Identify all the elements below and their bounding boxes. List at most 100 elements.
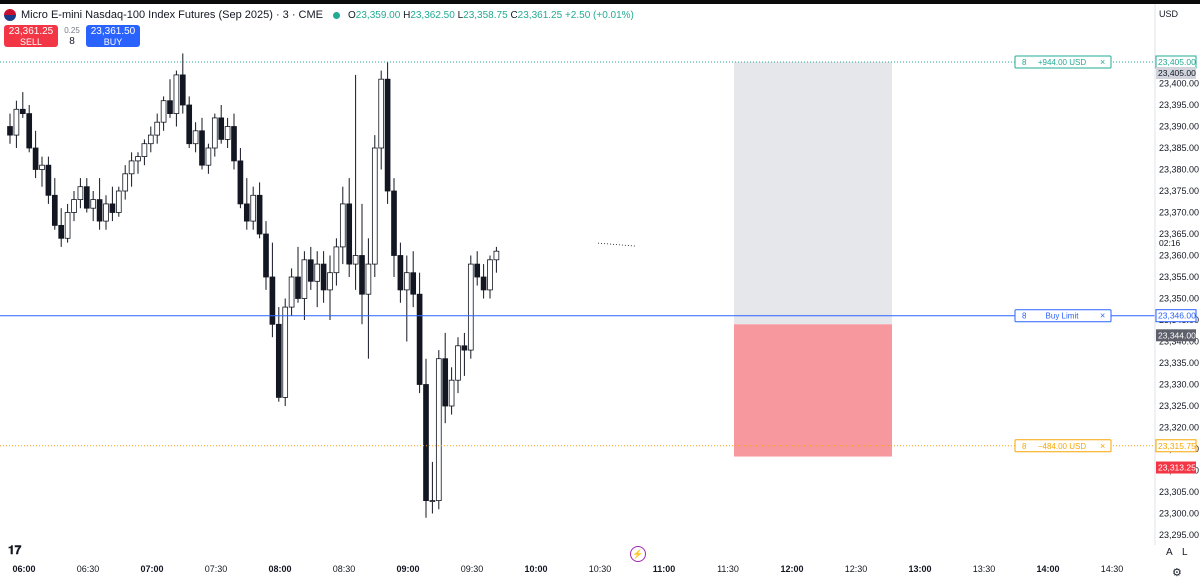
candle[interactable] (231, 113, 237, 170)
gear-icon[interactable]: ⚙ (1172, 567, 1182, 579)
candle[interactable] (135, 152, 141, 174)
candle[interactable] (269, 242, 276, 338)
quantity-readout[interactable]: 0.25 8 (58, 25, 86, 47)
candles[interactable] (7, 53, 500, 518)
candle[interactable] (250, 186, 257, 230)
candle[interactable] (327, 255, 333, 321)
candle[interactable] (403, 255, 410, 342)
candle[interactable] (147, 126, 154, 153)
candle[interactable] (26, 105, 33, 153)
candle[interactable] (186, 96, 193, 148)
candle[interactable] (173, 70, 180, 127)
candle[interactable] (58, 208, 65, 247)
candle[interactable] (7, 113, 13, 144)
price-tick-label: 23,305.00 (1159, 487, 1199, 497)
candle[interactable] (416, 272, 423, 394)
candle[interactable] (211, 113, 218, 157)
stop-loss-zone[interactable] (734, 324, 892, 457)
candle[interactable] (435, 350, 442, 510)
candle[interactable] (256, 182, 263, 239)
candle[interactable] (371, 135, 378, 277)
candle[interactable] (365, 238, 372, 359)
candle[interactable] (480, 264, 487, 299)
candle[interactable] (128, 152, 135, 187)
order-tags[interactable]: 8 +944.00 USD × 23,405.00 8 Buy Limit × 23,346.… (1014, 55, 1197, 453)
tradingview-logo-icon[interactable]: 𝟏𝟕 (8, 543, 22, 557)
candle[interactable] (154, 113, 161, 144)
candle[interactable] (461, 332, 468, 376)
candle[interactable] (167, 79, 173, 118)
candle[interactable] (448, 367, 455, 415)
candle[interactable] (397, 242, 404, 303)
candle[interactable] (32, 130, 39, 179)
candle[interactable] (39, 156, 45, 187)
price-tick-label: 23,395.00 (1159, 100, 1199, 110)
candle[interactable] (455, 337, 461, 394)
candle[interactable] (263, 221, 269, 290)
candle[interactable] (109, 186, 116, 222)
candle[interactable] (64, 203, 71, 243)
take-profit-tag[interactable]: 8 +944.00 USD × (1014, 55, 1112, 69)
candle[interactable] (243, 178, 250, 230)
price-chart[interactable]: 23,400.00 23,395.00 23,390.00 23,385.00 23,3… (0, 4, 1200, 581)
candle[interactable] (19, 92, 26, 118)
candle[interactable] (96, 178, 103, 230)
candle[interactable] (301, 251, 308, 320)
candle[interactable] (359, 203, 365, 325)
candle[interactable] (122, 165, 129, 200)
candle[interactable] (13, 100, 20, 148)
candle[interactable] (205, 143, 212, 174)
candle[interactable] (410, 251, 417, 308)
entry-badge: 23,344.00 (1156, 329, 1196, 342)
currency-selector[interactable]: USD (1159, 9, 1179, 19)
buy-button[interactable]: 23,361.50 BUY (86, 25, 140, 47)
stop-loss-tag[interactable]: 8 −484.00 USD × (1014, 439, 1112, 453)
candle[interactable] (339, 186, 346, 265)
candle[interactable] (282, 298, 289, 407)
candle[interactable] (71, 191, 77, 222)
order-lines[interactable] (0, 61, 1155, 447)
candle[interactable] (384, 62, 391, 204)
buy-limit-tag[interactable]: 8 Buy Limit × (1014, 309, 1112, 323)
candle[interactable] (192, 122, 199, 153)
auto-scale-button[interactable]: A (1166, 547, 1173, 558)
candle[interactable] (474, 251, 481, 286)
candle[interactable] (115, 186, 122, 217)
sell-button[interactable]: 23,361.25 SELL (4, 25, 58, 47)
symbol-title[interactable]: Micro E-mini Nasdaq-100 Index Futures (S… (21, 9, 324, 21)
candle[interactable] (160, 96, 167, 131)
candle[interactable] (141, 139, 148, 166)
candle[interactable] (352, 74, 359, 290)
candle[interactable] (391, 178, 397, 277)
candle[interactable] (314, 251, 321, 308)
candle[interactable] (346, 178, 353, 277)
candle[interactable] (467, 255, 474, 359)
candle[interactable] (429, 461, 436, 514)
candle[interactable] (378, 70, 385, 170)
take-profit-zone[interactable] (734, 62, 892, 325)
candle[interactable] (218, 105, 225, 144)
candle[interactable] (103, 195, 109, 230)
candle[interactable] (179, 53, 186, 114)
candle[interactable] (90, 191, 97, 222)
candle[interactable] (320, 251, 327, 303)
candle[interactable] (83, 178, 90, 213)
candle[interactable] (442, 332, 449, 424)
candle[interactable] (493, 246, 500, 273)
candle[interactable] (295, 246, 301, 303)
log-scale-button[interactable]: L (1182, 547, 1188, 558)
candle[interactable] (307, 246, 314, 290)
candle[interactable] (224, 117, 231, 148)
candle[interactable] (288, 268, 295, 316)
candle[interactable] (423, 358, 429, 518)
candle[interactable] (333, 238, 340, 286)
candle[interactable] (237, 148, 244, 209)
candle[interactable] (199, 117, 205, 170)
candle[interactable] (275, 307, 282, 402)
lightning-icon[interactable]: ⚡ (630, 546, 646, 562)
time-axis[interactable]: 06:00 06:30 07:00 07:30 08:00 08:30 09:00 09:30… (12, 564, 1123, 574)
candle[interactable] (77, 178, 84, 209)
candle[interactable] (487, 255, 493, 299)
candle[interactable] (51, 178, 58, 230)
candle[interactable] (45, 156, 52, 204)
